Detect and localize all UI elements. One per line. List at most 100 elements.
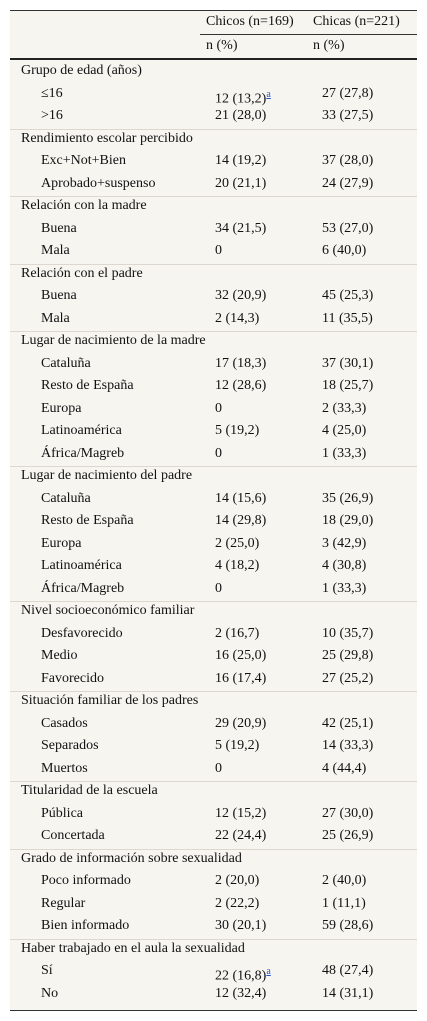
row-label: Buena bbox=[41, 220, 77, 236]
cell: 16 (25,0) bbox=[215, 648, 267, 663]
row-label: Latinoamérica bbox=[41, 423, 122, 438]
cell: 4 (18,2) bbox=[215, 558, 260, 573]
rule bbox=[10, 466, 417, 467]
cell: 10 (35,7) bbox=[322, 625, 374, 641]
rule bbox=[10, 1010, 417, 1011]
cell: 11 (35,5) bbox=[322, 310, 373, 326]
column-header: n (%) bbox=[206, 38, 238, 53]
row-label: Medio bbox=[41, 648, 78, 663]
cell: 37 (28,0) bbox=[322, 153, 374, 168]
cell: 29 (20,9) bbox=[215, 715, 267, 731]
cell: 37 (30,1) bbox=[322, 355, 374, 371]
cell: 0 bbox=[215, 445, 222, 461]
group-label: Lugar de nacimiento del padre bbox=[21, 468, 193, 483]
group-label: Rendimiento escolar percibido bbox=[21, 130, 193, 146]
row-label: No bbox=[41, 985, 59, 1001]
cell: 14 (31,1) bbox=[322, 985, 374, 1001]
cell: 5 (19,2) bbox=[215, 423, 260, 438]
cell: 4 (44,4) bbox=[322, 760, 367, 776]
row-label: Favorecido bbox=[41, 670, 104, 686]
row-label: >16 bbox=[41, 108, 63, 123]
cell: 0 bbox=[215, 760, 222, 776]
cell: 4 (25,0) bbox=[322, 423, 367, 438]
cell: 27 (30,0) bbox=[322, 805, 374, 821]
cell: 0 bbox=[215, 400, 222, 416]
row-label: Resto de España bbox=[41, 378, 134, 393]
cell: 14 (15,6) bbox=[215, 490, 267, 506]
row-label: ≤16 bbox=[41, 85, 63, 101]
group-label: Relación con el padre bbox=[21, 265, 143, 281]
rule bbox=[10, 128, 417, 130]
row-label: Casados bbox=[41, 715, 88, 731]
cell: 5 (19,2) bbox=[215, 738, 260, 753]
row-label: Concertada bbox=[41, 828, 105, 843]
row-label: Mala bbox=[41, 310, 70, 326]
row-label: Latinoamérica bbox=[41, 558, 122, 573]
rule bbox=[10, 263, 417, 265]
cell: 42 (25,1) bbox=[322, 715, 374, 731]
cell: 14 (33,3) bbox=[322, 738, 374, 753]
row-label: Europa bbox=[41, 400, 82, 416]
rule bbox=[10, 331, 417, 332]
cell: 17 (18,3) bbox=[215, 355, 267, 371]
cell: 14 (29,8) bbox=[215, 513, 267, 528]
cell: 1 (33,3) bbox=[322, 580, 367, 596]
cell: 2 (33,3) bbox=[322, 400, 367, 416]
row-label: Cataluña bbox=[41, 490, 91, 506]
cell: 35 (26,9) bbox=[322, 490, 374, 506]
row-label: Separados bbox=[41, 738, 99, 753]
rule bbox=[10, 196, 417, 197]
table-panel bbox=[10, 10, 417, 1011]
cell: 21 (28,0) bbox=[215, 108, 267, 123]
row-label: Desfavorecido bbox=[41, 625, 123, 641]
cell: 22 (16,8)a bbox=[215, 966, 271, 984]
footnote-link[interactable]: a bbox=[266, 966, 271, 977]
row-label: África/Magreb bbox=[41, 580, 125, 596]
cell: 2 (22,2) bbox=[215, 895, 260, 911]
cell: 33 (27,5) bbox=[322, 108, 374, 123]
cell: 14 (19,2) bbox=[215, 153, 267, 168]
rule bbox=[10, 601, 417, 602]
group-label: Haber trabajado en el aula la sexualidad bbox=[21, 940, 245, 956]
row-label: Bien informado bbox=[41, 918, 130, 933]
footnote-link[interactable]: a bbox=[266, 88, 271, 100]
rule bbox=[10, 691, 417, 692]
row-label: Mala bbox=[41, 243, 70, 258]
column-header: Chicos (n=169) bbox=[206, 14, 294, 29]
cell: 0 bbox=[215, 580, 222, 596]
cell: 16 (17,4) bbox=[215, 670, 267, 686]
row-label: Europa bbox=[41, 535, 82, 551]
cell: 1 (11,1) bbox=[322, 895, 366, 911]
cell: 59 (28,6) bbox=[322, 918, 374, 933]
column-header: n (%) bbox=[313, 38, 345, 53]
cell: 12 (15,2) bbox=[215, 805, 267, 821]
footnote-marker: a bbox=[266, 87, 270, 100]
cell: 22 (24,4) bbox=[215, 828, 267, 843]
group-label: Grupo de edad (años) bbox=[21, 63, 142, 78]
cell: 1 (33,3) bbox=[322, 445, 367, 461]
cell: 18 (29,0) bbox=[322, 513, 374, 528]
rule bbox=[10, 848, 417, 850]
group-label: Lugar de nacimiento de la madre bbox=[21, 333, 206, 348]
cell: 20 (21,1) bbox=[215, 175, 267, 191]
row-label: Resto de España bbox=[41, 513, 134, 528]
cell: 4 (30,8) bbox=[322, 558, 367, 573]
row-label: Cataluña bbox=[41, 355, 91, 371]
group-label: Titularidad de la escuela bbox=[21, 783, 158, 798]
row-label: Poco informado bbox=[41, 873, 131, 888]
rule bbox=[10, 58, 417, 60]
rule bbox=[200, 34, 417, 35]
rule bbox=[10, 938, 417, 940]
cell: 45 (25,3) bbox=[322, 288, 374, 303]
row-label: Regular bbox=[41, 895, 86, 911]
cell: 12 (32,4) bbox=[215, 985, 267, 1001]
column-header: Chicas (n=221) bbox=[313, 14, 400, 29]
cell: 53 (27,0) bbox=[322, 220, 374, 236]
cell: 2 (16,7) bbox=[215, 625, 260, 641]
row-label: África/Magreb bbox=[41, 445, 125, 461]
group-label: Grado de información sobre sexualidad bbox=[21, 850, 242, 866]
cell: 2 (40,0) bbox=[322, 873, 367, 888]
cell: 24 (27,9) bbox=[322, 175, 374, 191]
rule bbox=[10, 781, 417, 782]
cell: 2 (14,3) bbox=[215, 310, 260, 326]
